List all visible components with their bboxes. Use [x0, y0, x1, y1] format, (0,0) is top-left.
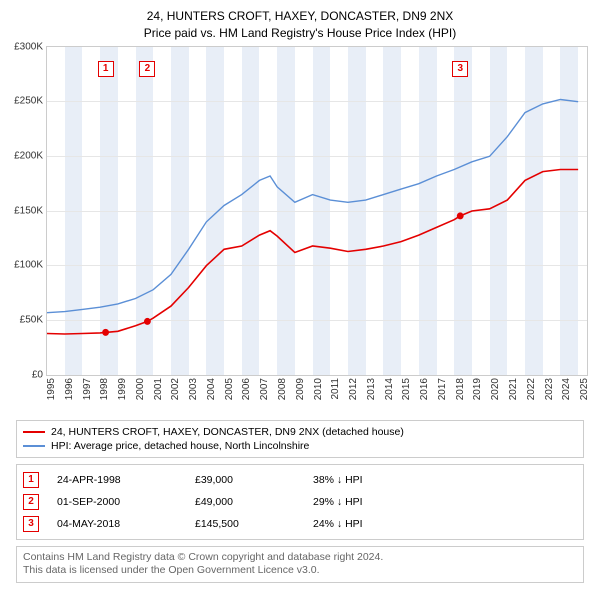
x-tick-label: 2007	[259, 378, 270, 400]
transaction-price: £145,500	[195, 518, 295, 530]
transaction-row: 3 04-MAY-2018 £145,500 24% ↓ HPI	[23, 513, 577, 535]
x-tick-label: 2004	[206, 378, 217, 400]
x-tick-label: 2008	[277, 378, 288, 400]
transactions-table: 1 24-APR-1998 £39,000 38% ↓ HPI 2 01-SEP-2000…	[16, 464, 584, 540]
x-tick-label: 1997	[82, 378, 93, 400]
y-tick-label: £250K	[14, 96, 43, 107]
legend-swatch	[23, 445, 45, 447]
legend-row: HPI: Average price, detached house, Nort…	[23, 439, 577, 453]
x-tick-label: 2023	[544, 378, 555, 400]
callout-box: 1	[98, 61, 114, 77]
transaction-price: £49,000	[195, 496, 295, 508]
x-tick-label: 2015	[401, 378, 412, 400]
transaction-delta: 29% ↓ HPI	[313, 496, 577, 508]
x-tick-label: 2018	[455, 378, 466, 400]
x-tick-label: 2009	[295, 378, 306, 400]
x-tick-label: 1998	[99, 378, 110, 400]
transaction-delta: 24% ↓ HPI	[313, 518, 577, 530]
y-tick-label: £0	[32, 369, 43, 380]
title-line2: Price paid vs. HM Land Registry's House …	[8, 25, 592, 42]
callout-box: 3	[452, 61, 468, 77]
x-tick-label: 2001	[153, 378, 164, 400]
x-tick-label: 2021	[508, 378, 519, 400]
chart-svg	[47, 47, 587, 375]
x-tick-label: 2019	[472, 378, 483, 400]
x-tick-label: 2012	[348, 378, 359, 400]
transaction-marker: 3	[23, 516, 39, 532]
legend-row: 24, HUNTERS CROFT, HAXEY, DONCASTER, DN9…	[23, 425, 577, 439]
x-tick-label: 2025	[579, 378, 590, 400]
plot-area: £0£50K£100K£150K£200K£250K£300K 123	[46, 46, 588, 376]
x-tick-label: 2022	[526, 378, 537, 400]
y-tick-label: £100K	[14, 260, 43, 271]
transaction-date: 24-APR-1998	[57, 474, 177, 486]
transaction-row: 1 24-APR-1998 £39,000 38% ↓ HPI	[23, 469, 577, 491]
transaction-marker: 1	[23, 472, 39, 488]
x-tick-label: 1996	[64, 378, 75, 400]
legend: 24, HUNTERS CROFT, HAXEY, DONCASTER, DN9…	[16, 420, 584, 458]
footer-attribution: Contains HM Land Registry data © Crown c…	[16, 546, 584, 583]
transaction-price: £39,000	[195, 474, 295, 486]
x-tick-label: 2014	[384, 378, 395, 400]
callout-box: 2	[139, 61, 155, 77]
transaction-row: 2 01-SEP-2000 £49,000 29% ↓ HPI	[23, 491, 577, 513]
y-axis-labels: £0£50K£100K£150K£200K£250K£300K	[7, 47, 45, 375]
series-hpi	[47, 99, 578, 312]
x-tick-label: 2005	[224, 378, 235, 400]
x-tick-label: 2000	[135, 378, 146, 400]
data-point-marker	[102, 328, 109, 335]
legend-label: HPI: Average price, detached house, Nort…	[51, 440, 309, 452]
y-tick-label: £50K	[20, 314, 43, 325]
x-tick-label: 2013	[366, 378, 377, 400]
x-tick-label: 2006	[241, 378, 252, 400]
x-tick-label: 1995	[46, 378, 57, 400]
data-point-marker	[457, 212, 464, 219]
y-tick-label: £200K	[14, 150, 43, 161]
x-axis-labels: 1995 1996 1997 1998 1999 2000 2001 2002 2003 2004…	[46, 376, 588, 414]
y-tick-label: £150K	[14, 205, 43, 216]
transaction-date: 04-MAY-2018	[57, 518, 177, 530]
footer-line1: Contains HM Land Registry data © Crown c…	[23, 551, 577, 565]
y-tick-label: £300K	[14, 41, 43, 52]
x-tick-label: 2024	[561, 378, 572, 400]
legend-label: 24, HUNTERS CROFT, HAXEY, DONCASTER, DN9…	[51, 426, 404, 438]
x-tick-label: 2011	[330, 378, 341, 400]
data-point-marker	[144, 318, 151, 325]
x-tick-label: 2020	[490, 378, 501, 400]
x-tick-label: 2017	[437, 378, 448, 400]
x-tick-label: 2010	[313, 378, 324, 400]
title-line1: 24, HUNTERS CROFT, HAXEY, DONCASTER, DN9…	[8, 8, 592, 25]
x-tick-label: 2016	[419, 378, 430, 400]
x-tick-label: 2003	[188, 378, 199, 400]
chart-title: 24, HUNTERS CROFT, HAXEY, DONCASTER, DN9…	[8, 8, 592, 42]
x-tick-label: 2002	[170, 378, 181, 400]
legend-swatch	[23, 431, 45, 433]
transaction-marker: 2	[23, 494, 39, 510]
x-tick-label: 1999	[117, 378, 128, 400]
transaction-date: 01-SEP-2000	[57, 496, 177, 508]
chart-container: 24, HUNTERS CROFT, HAXEY, DONCASTER, DN9…	[0, 0, 600, 589]
footer-line2: This data is licensed under the Open Gov…	[23, 564, 577, 578]
transaction-delta: 38% ↓ HPI	[313, 474, 577, 486]
